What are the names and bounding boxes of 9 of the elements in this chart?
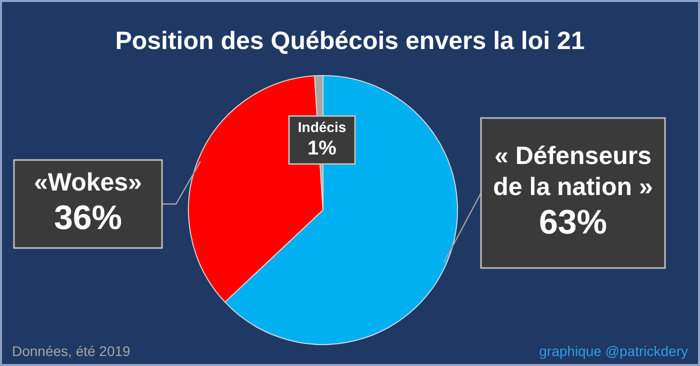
data-label: 1% — [308, 137, 337, 160]
slice-label: « Défenseurs de la nation » — [493, 142, 653, 202]
slice-label: «Wokes» — [34, 168, 142, 196]
chart-title: Position des Québécois envers la loi 21 — [115, 26, 585, 55]
text: Données, été 2019 — [12, 342, 131, 359]
data-label: 36% — [54, 199, 122, 237]
data-label: 63% — [538, 204, 608, 242]
text: graphique @patrickdery — [539, 342, 688, 359]
slice-label: Indécis — [298, 118, 346, 135]
